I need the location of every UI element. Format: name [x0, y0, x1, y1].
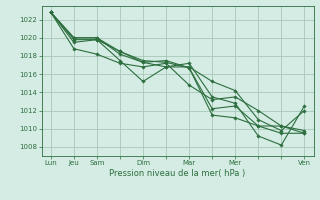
- X-axis label: Pression niveau de la mer( hPa ): Pression niveau de la mer( hPa ): [109, 169, 246, 178]
